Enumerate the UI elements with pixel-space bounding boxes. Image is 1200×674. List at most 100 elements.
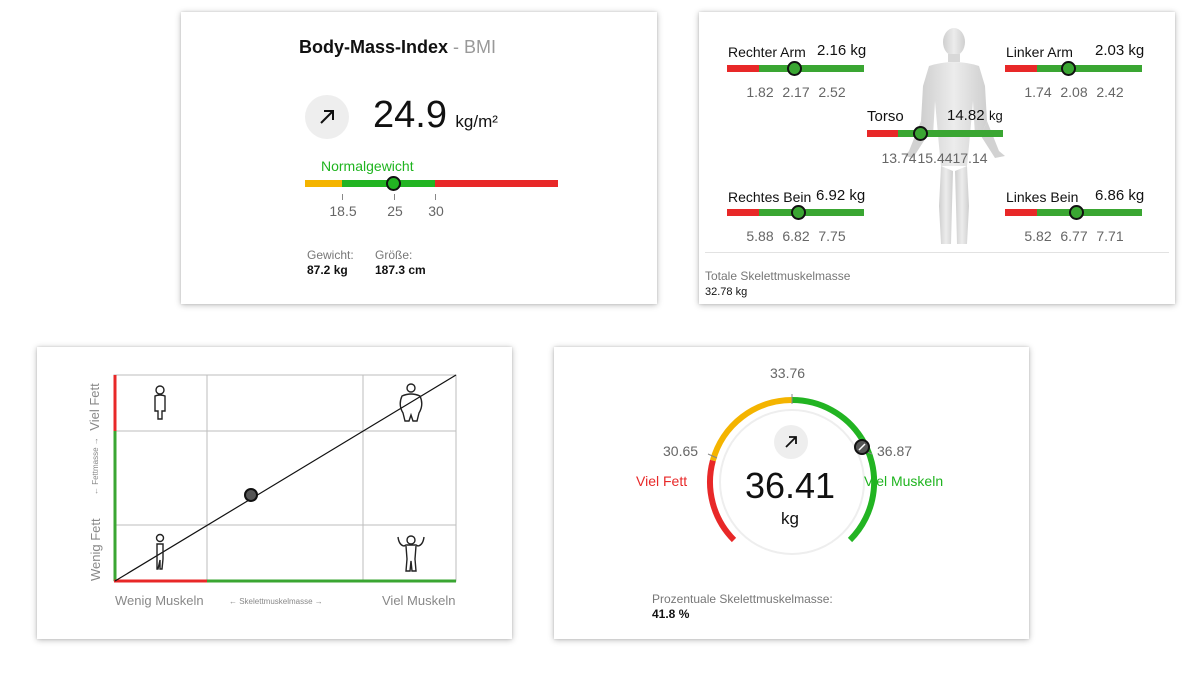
marker	[913, 126, 928, 141]
left-arm-label: Linker Arm	[1006, 44, 1073, 60]
tick-label: 6.77	[1060, 228, 1088, 244]
tick-label: 15.44	[917, 150, 953, 166]
y-axis-bottom-label: Wenig Fett	[88, 518, 103, 581]
torso-bar	[867, 126, 1003, 141]
x-axis-right-label: Viel Muskeln	[382, 593, 456, 608]
height-label: Größe:	[375, 248, 413, 262]
heavy-person-icon	[399, 383, 423, 422]
bmi-card: Body-Mass-Index - BMI 24.9 kg/m² Normalg…	[181, 12, 657, 304]
bmi-tick-label: 30	[428, 203, 444, 219]
matrix-grid	[113, 374, 457, 583]
gauge-left-label: Viel Fett	[636, 473, 688, 489]
height-value: 187.3 cm	[375, 263, 426, 277]
data-point-marker	[245, 489, 257, 501]
muscle-fat-matrix-card: Viel Fett ← Fettmasse → Wenig Fett Wenig…	[37, 347, 512, 639]
left-leg-label: Linkes Bein	[1006, 189, 1079, 205]
segment-card: Rechter Arm 2.16 kg 1.82 2.17 2.52 Linke…	[699, 12, 1175, 304]
tick-label: 2.17	[782, 84, 810, 100]
muscular-person-icon	[397, 535, 425, 572]
torso-value-row: 14.82 kg	[947, 107, 1003, 125]
bmi-unit: kg/m²	[455, 112, 498, 131]
bmi-marker	[386, 176, 401, 191]
tick-label: 6.82	[782, 228, 810, 244]
bmi-scale-bar	[305, 176, 558, 191]
slim-person-icon	[154, 385, 166, 420]
y-axis-mid-label: ← Fettmasse →	[91, 437, 100, 495]
tick-label: 1.82	[746, 84, 774, 100]
bar-green-segment	[1037, 209, 1142, 216]
tick-label: 5.82	[1024, 228, 1052, 244]
tick-label: 7.71	[1096, 228, 1124, 244]
x-axis-left-label: Wenig Muskeln	[115, 593, 204, 608]
tick-label: 1.74	[1024, 84, 1052, 100]
total-muscle-value: 32.78 kg	[705, 286, 748, 298]
gauge-top-tick: 33.76	[770, 365, 806, 381]
tick-label: 2.52	[818, 84, 846, 100]
bmi-tick-label: 25	[387, 203, 403, 219]
bar-red-segment	[867, 130, 898, 137]
gauge-footer-label: Prozentuale Skelettmuskelmasse:	[652, 592, 833, 606]
tick-label: 7.75	[818, 228, 846, 244]
right-leg-value: 6.92 kg	[816, 187, 866, 204]
x-axis-mid-label: ← Skelettmuskelmasse →	[229, 597, 323, 606]
bmi-subtitle: - BMI	[453, 37, 497, 57]
left-leg-bar	[1005, 205, 1142, 220]
total-muscle-label: Totale Skelettmuskelmasse	[705, 269, 851, 283]
bmi-title: Body-Mass-Index	[299, 37, 449, 57]
tick-label: 17.14	[952, 150, 988, 166]
tick-label: 2.42	[1096, 84, 1124, 100]
tick-label: 13.74	[881, 150, 917, 166]
bmi-segment-over	[435, 180, 558, 187]
bar-green-segment	[759, 65, 864, 72]
right-arm-label: Rechter Arm	[728, 44, 806, 60]
bmi-tick-mark	[394, 194, 395, 200]
thin-person-icon	[155, 533, 165, 570]
bmi-status: Normalgewicht	[321, 158, 414, 174]
gauge-right-label: Viel Muskeln	[864, 473, 944, 489]
bar-red-segment	[1005, 65, 1037, 72]
bar-green-segment	[759, 209, 864, 216]
skeletal-muscle-gauge-card: 36.41 kg 33.76 30.65 36.87 Viel Fett Vie…	[554, 347, 1029, 639]
gauge-arc	[707, 394, 878, 555]
y-axis-top-label: Viel Fett	[87, 383, 102, 431]
bar-green-segment	[898, 130, 1003, 137]
right-leg-label: Rechtes Bein	[728, 189, 812, 205]
gauge-footer-value: 41.8 %	[652, 607, 690, 621]
right-leg-bar	[727, 205, 864, 220]
bmi-value-row: 24.9 kg/m²	[373, 94, 498, 137]
divider	[705, 252, 1169, 253]
gauge-unit: kg	[781, 509, 799, 528]
bar-green-segment	[1037, 65, 1142, 72]
bmi-value: 24.9	[373, 94, 447, 136]
marker	[787, 61, 802, 76]
tick-label: 5.88	[746, 228, 774, 244]
torso-value: 14.82	[947, 107, 985, 124]
torso-unit: kg	[989, 108, 1003, 123]
gauge-trend-icon	[774, 425, 808, 459]
marker	[1069, 205, 1084, 220]
bar-red-segment	[727, 209, 759, 216]
marker	[1061, 61, 1076, 76]
body-silhouette-image	[905, 28, 1005, 244]
gauge-value: 36.41	[744, 465, 836, 506]
bar-red-segment	[727, 65, 759, 72]
marker	[791, 205, 806, 220]
gauge-left-tick: 30.65	[663, 443, 699, 459]
tick-label: 2.08	[1060, 84, 1088, 100]
bmi-tick-label: 18.5	[329, 203, 357, 219]
weight-label: Gewicht:	[307, 248, 354, 262]
weight-value: 87.2 kg	[307, 263, 348, 277]
gauge-right-tick: 36.87	[877, 443, 913, 459]
right-arm-bar	[727, 61, 864, 76]
left-arm-bar	[1005, 61, 1142, 76]
torso-label: Torso	[867, 108, 904, 125]
bmi-segment-under	[305, 180, 342, 187]
bmi-tick-mark	[342, 194, 343, 200]
bmi-title-row: Body-Mass-Index - BMI	[299, 37, 496, 58]
bar-red-segment	[1005, 209, 1037, 216]
right-arm-value: 2.16 kg	[817, 42, 867, 59]
bmi-tick-mark	[435, 194, 436, 200]
left-leg-value: 6.86 kg	[1095, 187, 1145, 204]
trend-arrow-icon	[305, 95, 349, 139]
left-arm-value: 2.03 kg	[1095, 42, 1145, 59]
